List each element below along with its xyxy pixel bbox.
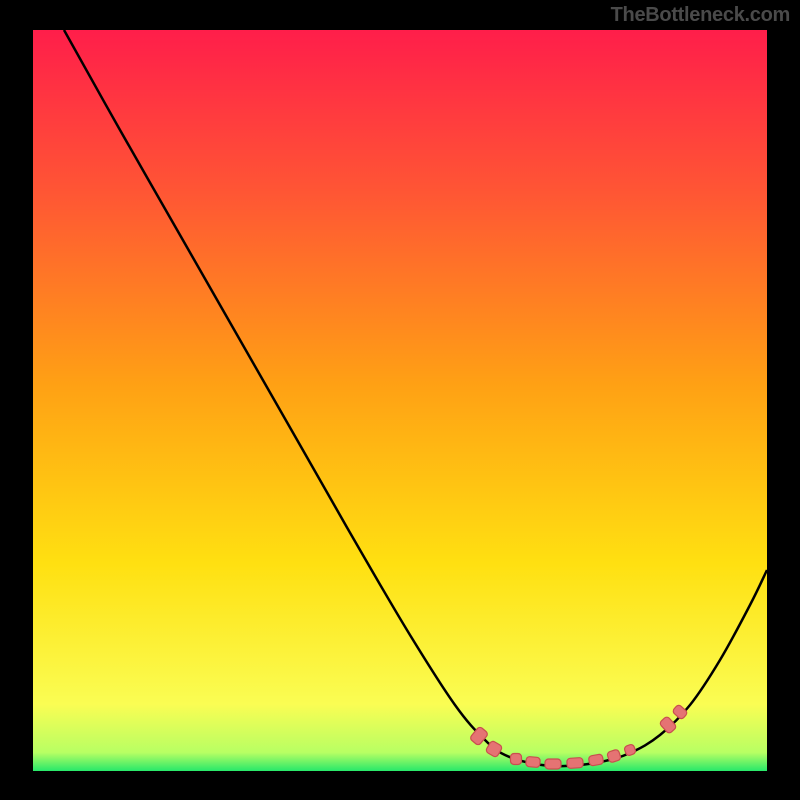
chart-container: { "watermark": "TheBottleneck.com", "wat… (0, 0, 800, 800)
watermark-text: TheBottleneck.com (611, 4, 790, 27)
gradient-plot-area (33, 30, 767, 771)
